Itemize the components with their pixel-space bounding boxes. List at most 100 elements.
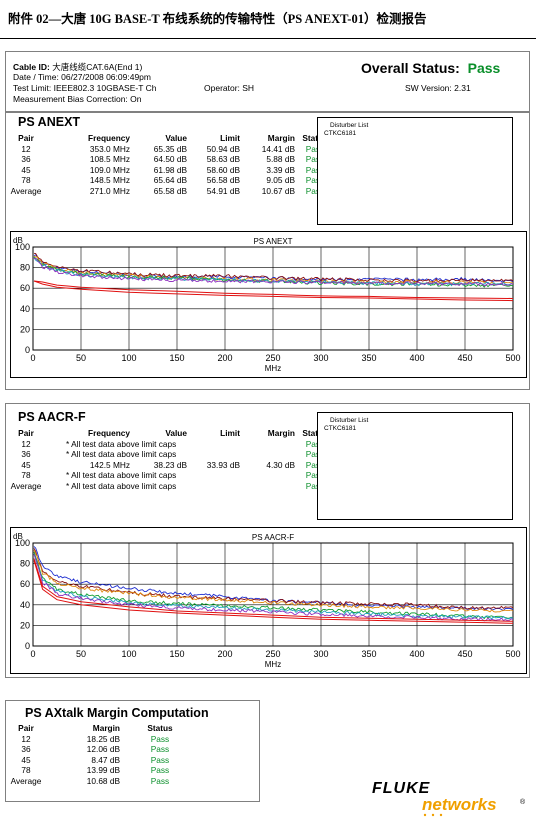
y-tick-label: 20 — [20, 620, 30, 630]
pair-cell: 78 — [21, 765, 31, 775]
margin-cell: 10.67 dB — [261, 185, 295, 196]
y-axis-label: dB — [13, 532, 23, 541]
series-line-4 — [33, 553, 514, 620]
frequency-cell: 353.0 MHz — [89, 143, 130, 154]
table-row: 36 12.06 dB Pass — [8, 744, 200, 755]
margin-cell: 18.25 dB — [86, 733, 120, 744]
anext-chart-frame: 0 50 100 150 200 250 300 350 400 450 500 0 20 40 60 80 1… — [10, 231, 527, 378]
note-text: * All test data above limit caps — [66, 449, 177, 459]
pair-cell: Average — [10, 480, 42, 491]
status-cell: Pass — [305, 154, 325, 164]
series-line-5 — [33, 554, 514, 622]
value-cell: 64.50 dB — [153, 154, 187, 164]
margin-cell: 12.06 dB — [86, 744, 120, 754]
y-tick-label: 0 — [25, 641, 30, 651]
x-tick-label: 100 — [121, 649, 136, 659]
cable-id-line: Cable ID: 大唐线缆CAT.6A(End 1) — [13, 61, 142, 73]
col-value: Value — [165, 428, 187, 438]
sw-version: SW Version: 2.31 — [405, 83, 471, 93]
col-status: Status — [302, 428, 328, 438]
x-tick-label: 350 — [361, 353, 376, 363]
plot-area — [32, 542, 514, 647]
pair-cell: 45 — [21, 164, 31, 175]
note-text: * All test data above limit caps — [66, 470, 177, 480]
status-cell: Pass — [150, 754, 170, 765]
series-line-2 — [33, 255, 514, 285]
y-tick-label: 100 — [15, 538, 30, 548]
limit-cell: 56.58 dB — [206, 175, 240, 185]
margin-cell: 14.41 dB — [261, 143, 295, 154]
axtalk-panel — [5, 700, 260, 802]
series-line-5 — [33, 257, 514, 287]
table-row: 36 108.5 MHz 64.50 dB 58.63 dB 5.88 dB Pass — [8, 154, 335, 165]
table-header-row: Pair Margin Status — [8, 723, 200, 734]
x-tick-label: 500 — [505, 649, 520, 659]
logo-dot-1 — [423, 813, 427, 817]
aacr-chart-frame: 0 50 100 150 200 250 300 350 400 450 500 0 20 40 60 80 1… — [10, 527, 527, 674]
limit-line — [33, 558, 514, 622]
limit-cell: 58.63 dB — [206, 154, 240, 164]
status-cell: Pass — [305, 143, 325, 154]
overall-status: Overall Status: Pass — [361, 60, 500, 76]
x-axis-label: MHz — [265, 364, 281, 373]
x-tick-label: 50 — [76, 353, 86, 363]
aacr-disturber-list: Disturber List CTKC6181 — [317, 412, 513, 520]
x-tick-label: 100 — [121, 353, 136, 363]
bias-correction: Measurement Bias Correction: On — [13, 94, 142, 104]
y-tick-label: 60 — [20, 579, 30, 589]
pair-cell: 45 — [21, 459, 31, 470]
col-frequency: Frequency — [88, 428, 130, 438]
x-tick-label: 350 — [361, 649, 376, 659]
pair-cell: Average — [10, 775, 42, 786]
limit-cell: 33.93 dB — [206, 459, 240, 470]
status-cell: Pass — [305, 164, 325, 175]
col-margin: Margin — [267, 428, 295, 438]
col-frequency: Frequency — [88, 133, 130, 143]
margin-cell: 5.88 dB — [266, 154, 295, 164]
col-margin: Margin — [267, 133, 295, 143]
margin-cell: 9.05 dB — [266, 175, 295, 185]
status-cell: Pass — [305, 480, 325, 491]
cable-id-value: 大唐线缆CAT.6A(End 1) — [52, 62, 143, 72]
col-limit: Limit — [220, 428, 240, 438]
table-row: 12 18.25 dB Pass — [8, 734, 200, 745]
series-line-0 — [33, 546, 514, 612]
status-cell: Pass — [305, 470, 325, 480]
aacr-chart: 0 50 100 150 200 250 300 350 400 450 500 0 20 40 60 80 1… — [13, 532, 521, 669]
title-rule — [0, 38, 536, 39]
col-pair: Pair — [18, 133, 34, 143]
x-tick-label: 0 — [30, 353, 35, 363]
col-limit: Limit — [220, 133, 240, 143]
table-header-row: Pair Frequency Value Limit Margin Status — [8, 428, 335, 439]
pair-cell: 12 — [21, 143, 31, 154]
pair-cell: Average — [10, 185, 42, 196]
frequency-cell: 148.5 MHz — [89, 175, 130, 185]
frequency-cell: 108.5 MHz — [89, 154, 130, 164]
note-cell: * All test data above limit caps — [44, 449, 295, 460]
axtalk-title: PS AXtalk Margin Computation — [25, 706, 209, 720]
table-row: 12 353.0 MHz 65.35 dB 50.94 dB 14.41 dB Pass — [8, 144, 335, 155]
cable-id-label: Cable ID: — [13, 62, 50, 72]
fluke-networks-logo: FLUKE networks ® — [370, 778, 530, 818]
logo-dot-3 — [439, 813, 443, 817]
limit-cell: 54.91 dB — [206, 185, 240, 196]
y-tick-label: 100 — [15, 242, 30, 252]
disturber-list-title: Disturber List — [330, 122, 369, 129]
table-row: 78 148.5 MHz 65.64 dB 56.58 dB 9.05 dB Pass — [8, 175, 335, 186]
pair-cell: 36 — [21, 449, 31, 459]
table-row: Average 271.0 MHz 65.58 dB 54.91 dB 10.67 dB… — [8, 186, 335, 197]
disturber-list-value: CTKC6181 — [324, 130, 357, 137]
pair-cell: 78 — [21, 470, 31, 480]
limit-cell: 50.94 dB — [206, 143, 240, 154]
col-pair: Pair — [18, 723, 34, 733]
table-row: 45 8.47 dB Pass — [8, 755, 200, 766]
value-cell: 65.35 dB — [153, 143, 187, 154]
status-cell: Pass — [150, 775, 170, 786]
aacr-results-table: Pair Frequency Value Limit Margin Status… — [8, 428, 335, 491]
col-status: Status — [147, 723, 173, 733]
y-tick-label: 60 — [20, 283, 30, 293]
y-axis-label: dB — [13, 236, 23, 245]
axtalk-results-table: Pair Margin Status 12 18.25 dB Pass 36 12.06… — [8, 723, 200, 786]
anext-results-table: Pair Frequency Value Limit Margin Status… — [8, 133, 335, 196]
logo-line1: FLUKE — [372, 780, 431, 797]
